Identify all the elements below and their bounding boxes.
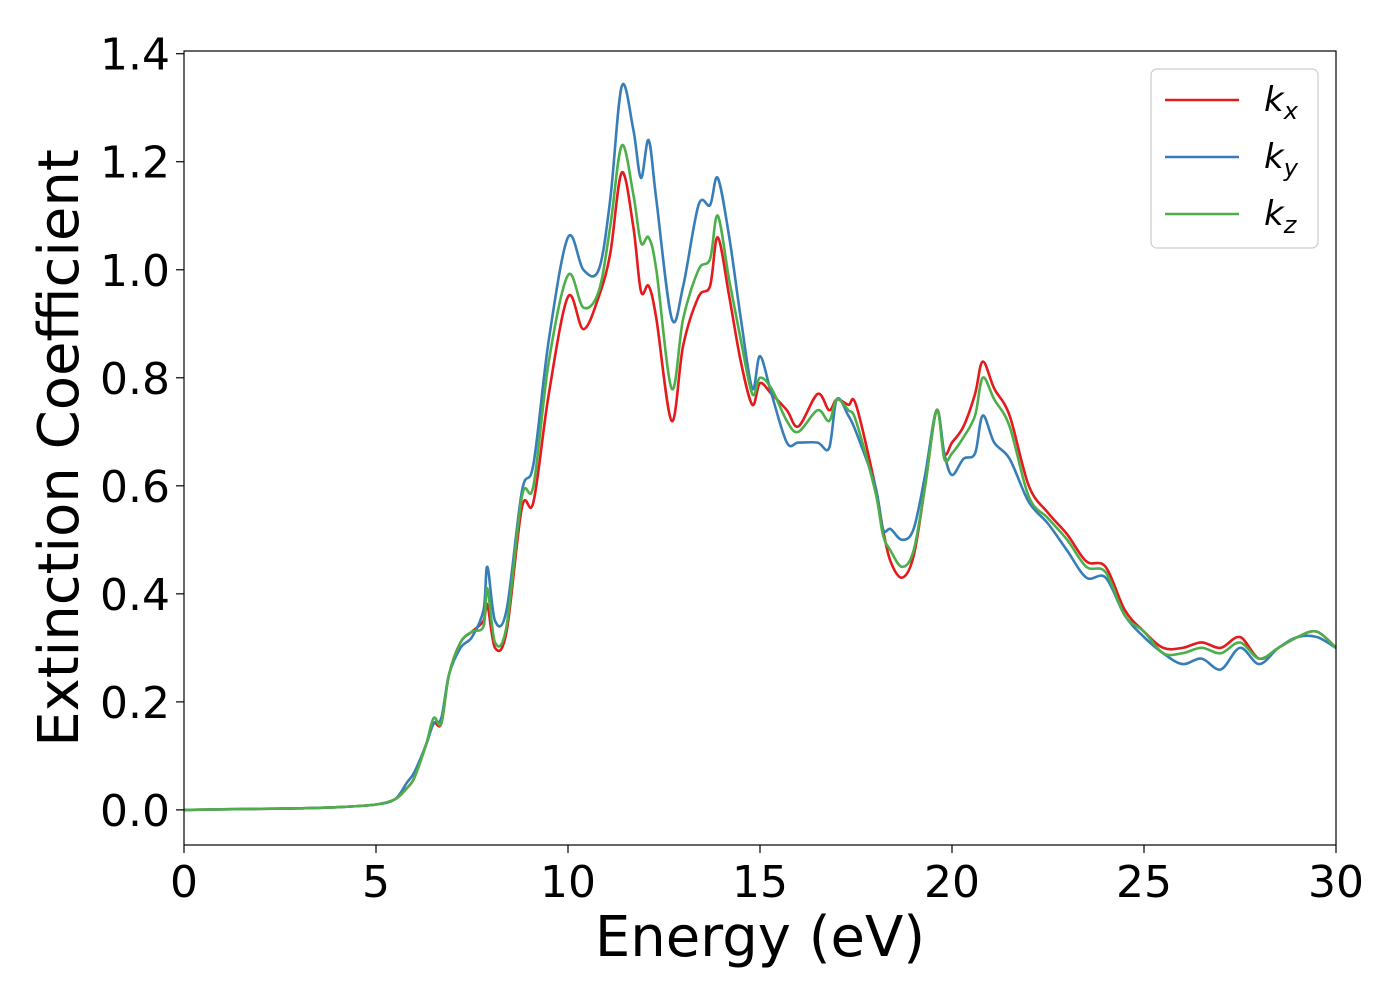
x-axis-title: Energy (eV) xyxy=(595,905,925,970)
x-tick-label: 15 xyxy=(732,857,788,908)
y-tick-label: 0.0 xyxy=(100,786,170,837)
y-tick-label: 1.0 xyxy=(100,246,170,297)
legend: kx ky kz xyxy=(1150,68,1319,249)
y-tick-label: 0.8 xyxy=(100,354,170,405)
x-tick-label: 5 xyxy=(362,857,390,908)
y-axis-title: Extinction Coefficient xyxy=(27,149,92,747)
series-line-kz xyxy=(183,144,1337,812)
y-tick-label: 0.2 xyxy=(100,678,170,729)
x-axis: 0 5 10 15 20 25 30 xyxy=(170,845,1364,908)
y-tick-label: 1.2 xyxy=(100,138,170,189)
y-tick-label: 0.4 xyxy=(100,570,170,621)
legend-label: kx xyxy=(1264,80,1299,125)
legend-label: kz xyxy=(1264,194,1298,239)
x-tick-label: 30 xyxy=(1308,857,1364,908)
y-tick-label: 1.4 xyxy=(100,30,170,81)
x-tick-label: 10 xyxy=(540,857,596,908)
series-line-ky xyxy=(183,82,1337,812)
legend-label: ky xyxy=(1264,137,1299,182)
legend-box xyxy=(1150,68,1319,249)
y-axis: 0.0 0.2 0.4 0.6 0.8 1.0 1.2 1.4 xyxy=(100,30,184,837)
x-tick-label: 20 xyxy=(924,857,980,908)
x-tick-label: 25 xyxy=(1116,857,1172,908)
x-tick-label: 0 xyxy=(170,857,198,908)
series-line-kx xyxy=(183,171,1337,812)
series-lines xyxy=(183,82,1337,812)
y-tick-label: 0.6 xyxy=(100,462,170,513)
